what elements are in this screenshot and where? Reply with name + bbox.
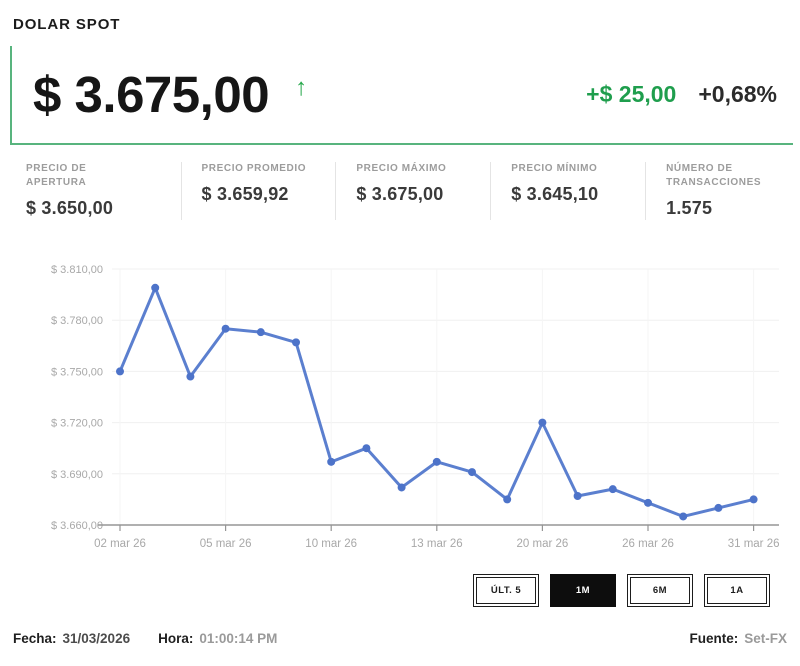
chart-point[interactable] <box>714 503 723 512</box>
stat-value: 1.575 <box>666 198 713 218</box>
chart-point[interactable] <box>679 512 688 521</box>
x-axis-label: 26 mar 26 <box>622 538 674 550</box>
chart-point[interactable] <box>608 485 617 494</box>
x-axis-label: 20 mar 26 <box>517 538 569 550</box>
stat-value: $ 3.645,10 <box>511 184 599 204</box>
stat-value: $ 3.650,00 <box>26 198 114 218</box>
y-axis-label: $ 3.690,00 <box>51 469 103 481</box>
footer: Fecha: 31/03/2026 Hora: 01:00:14 PM Fuente:… <box>13 631 787 646</box>
range-buttons: ÚLT. 5 1M 6M 1A <box>0 574 770 607</box>
chart-point[interactable] <box>362 444 371 453</box>
chart-point[interactable] <box>503 495 512 504</box>
x-axis-label: 13 mar 26 <box>411 538 463 550</box>
stat-value: $ 3.659,92 <box>201 184 289 204</box>
fecha-label: Fecha: <box>13 631 57 646</box>
fuente-value: Set-FX <box>744 631 787 646</box>
range-button-1a[interactable]: 1A <box>704 574 770 607</box>
change-group: +$ 25,00 +0,68% <box>586 81 777 108</box>
chart-point[interactable] <box>538 418 547 427</box>
stat-numero-transacciones: NÚMERO DE TRANSACCIONES 1.575 <box>645 162 800 220</box>
stat-precio-minimo: PRECIO MÍNIMO $ 3.645,10 <box>490 162 645 220</box>
stat-precio-maximo: PRECIO MÁXIMO $ 3.675,00 <box>335 162 490 220</box>
range-button-lt-5[interactable]: ÚLT. 5 <box>473 574 539 607</box>
chart-point[interactable] <box>644 498 652 507</box>
stat-label: PRECIO DE APERTURA <box>26 163 87 188</box>
chart-point[interactable] <box>116 367 124 376</box>
chart-point[interactable] <box>397 483 406 492</box>
fuente-label: Fuente: <box>689 631 739 646</box>
chart-point[interactable] <box>186 372 195 381</box>
chart-point[interactable] <box>432 457 441 466</box>
chart-point[interactable] <box>221 324 230 333</box>
change-absolute: +$ 25,00 <box>586 81 677 107</box>
y-axis-label: $ 3.750,00 <box>51 366 103 378</box>
price-line-chart[interactable]: $ 3.810,00 $ 3.780,00 $ 3.750,00 $ 3.720,00… <box>0 257 800 557</box>
footer-source: Fuente: Set-FX <box>689 631 787 646</box>
range-button-1m[interactable]: 1M <box>550 574 616 607</box>
stat-label: PRECIO MÍNIMO <box>511 163 598 174</box>
page-title: DOLAR SPOT <box>13 16 121 33</box>
footer-date-time: Fecha: 31/03/2026 Hora: 01:00:14 PM <box>13 631 277 646</box>
hora-value: 01:00:14 PM <box>199 631 278 646</box>
y-axis-label: $ 3.780,00 <box>51 315 103 327</box>
x-axis-label: 31 mar 26 <box>728 538 780 550</box>
chart-point[interactable] <box>292 338 300 347</box>
dolar-spot-widget: DOLAR SPOT $ 3.675,00 ↑ +$ 25,00 +0,68% … <box>0 16 800 646</box>
stat-precio-apertura: PRECIO DE APERTURA $ 3.650,00 <box>26 162 181 220</box>
stat-label: NÚMERO DE TRANSACCIONES <box>666 163 762 188</box>
chart-point[interactable] <box>468 468 476 477</box>
stat-value: $ 3.675,00 <box>356 184 444 204</box>
y-axis-label: $ 3.660,00 <box>51 520 103 532</box>
hora-label: Hora: <box>158 631 194 646</box>
chart-point[interactable] <box>327 457 336 466</box>
stat-label: PRECIO PROMEDIO <box>201 163 307 174</box>
fecha-value: 31/03/2026 <box>62 631 131 646</box>
trend-up-arrow-icon: ↑ <box>295 73 308 101</box>
chart-point[interactable] <box>256 328 265 337</box>
current-price: $ 3.675,00 <box>33 66 270 123</box>
chart-point[interactable] <box>749 495 758 504</box>
x-axis-label: 10 mar 26 <box>305 538 357 550</box>
price-group: $ 3.675,00 ↑ <box>33 65 307 124</box>
stat-precio-promedio: PRECIO PROMEDIO $ 3.659,92 <box>180 162 336 220</box>
range-button-6m[interactable]: 6M <box>627 574 693 607</box>
chart-area: $ 3.810,00 $ 3.780,00 $ 3.750,00 $ 3.720,00… <box>0 257 800 557</box>
y-axis-label: $ 3.810,00 <box>51 264 103 276</box>
chart-point[interactable] <box>151 283 160 292</box>
stat-label: PRECIO MÁXIMO <box>356 163 447 174</box>
x-axis-label: 02 mar 26 <box>94 538 146 550</box>
y-axis-label: $ 3.720,00 <box>51 418 103 430</box>
price-panel: $ 3.675,00 ↑ +$ 25,00 +0,68% <box>10 46 793 145</box>
chart-point[interactable] <box>573 491 582 500</box>
stats-row: PRECIO DE APERTURA $ 3.650,00 PRECIO PROME… <box>26 162 800 220</box>
change-percent: +0,68% <box>698 81 777 107</box>
x-axis-label: 05 mar 26 <box>200 538 252 550</box>
